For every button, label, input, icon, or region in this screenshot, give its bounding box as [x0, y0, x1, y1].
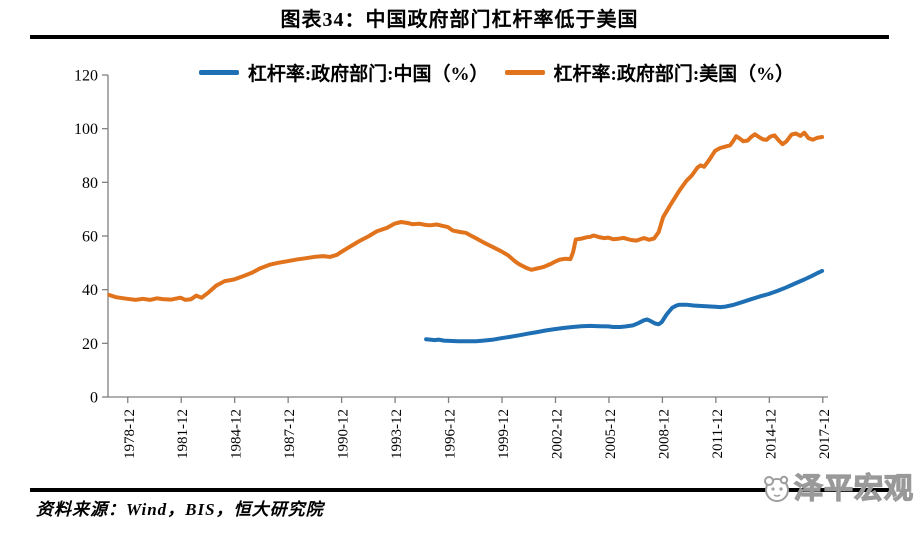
- x-tick-label: 1993-12: [389, 409, 405, 459]
- chart-legend: 杠杆率:政府部门:中国（%） 杠杆率:政府部门:美国（%）: [0, 59, 919, 86]
- watermark-text: 泽平宏观: [793, 473, 914, 505]
- x-tick-label: 2014-12: [763, 409, 779, 459]
- x-tick-label: 2017-12: [817, 409, 833, 459]
- y-tick-label: 40: [82, 282, 98, 299]
- x-tick-label: 1996-12: [443, 409, 459, 459]
- leverage-line-chart: 0 20 40 60 80 100 120 1978-12 1981-12 1984-12 1987…: [74, 68, 833, 460]
- bottom-rule: [30, 488, 889, 492]
- legend-label-china: 杠杆率:政府部门:中国（%）: [247, 64, 489, 85]
- x-tick-label: 2002-12: [549, 409, 565, 459]
- chart-title: 图表34：中国政府部门杠杆率低于美国: [280, 9, 639, 31]
- china-line-swatch: [198, 70, 239, 75]
- x-tick-label: 1999-12: [496, 409, 512, 459]
- legend-label-us: 杠杆率:政府部门:美国（%）: [553, 64, 795, 85]
- top-rule: [30, 35, 889, 39]
- panda-logo-icon: [763, 475, 789, 502]
- x-tick-label: 2008-12: [656, 409, 672, 459]
- x-tick-label: 1990-12: [336, 409, 352, 459]
- us-line-swatch: [504, 70, 545, 75]
- x-tick-label: 1978-12: [122, 409, 138, 459]
- y-tick-label: 60: [82, 229, 98, 246]
- x-tick-label: 1981-12: [175, 409, 191, 459]
- y-tick-label: 120: [74, 68, 98, 85]
- x-tick-label: 2005-12: [603, 409, 619, 459]
- x-tick-label: 1987-12: [282, 409, 298, 459]
- y-tick-label: 80: [82, 175, 98, 192]
- y-tick-label: 100: [74, 121, 98, 138]
- y-tick-label: 20: [82, 336, 98, 353]
- x-tick-label: 2011-12: [710, 409, 726, 458]
- legend-item-china: 杠杆率:政府部门:中国（%）: [198, 59, 489, 86]
- y-tick-label: 0: [90, 390, 98, 407]
- x-tick-label: 1984-12: [229, 409, 245, 459]
- legend-item-us: 杠杆率:政府部门:美国（%）: [504, 59, 795, 86]
- series-line-us: [107, 130, 825, 302]
- source-note: 资料来源：Wind，BIS，恒大研究院: [36, 500, 324, 519]
- series-line-china: [424, 268, 825, 344]
- watermark: 泽平宏观: [761, 472, 914, 504]
